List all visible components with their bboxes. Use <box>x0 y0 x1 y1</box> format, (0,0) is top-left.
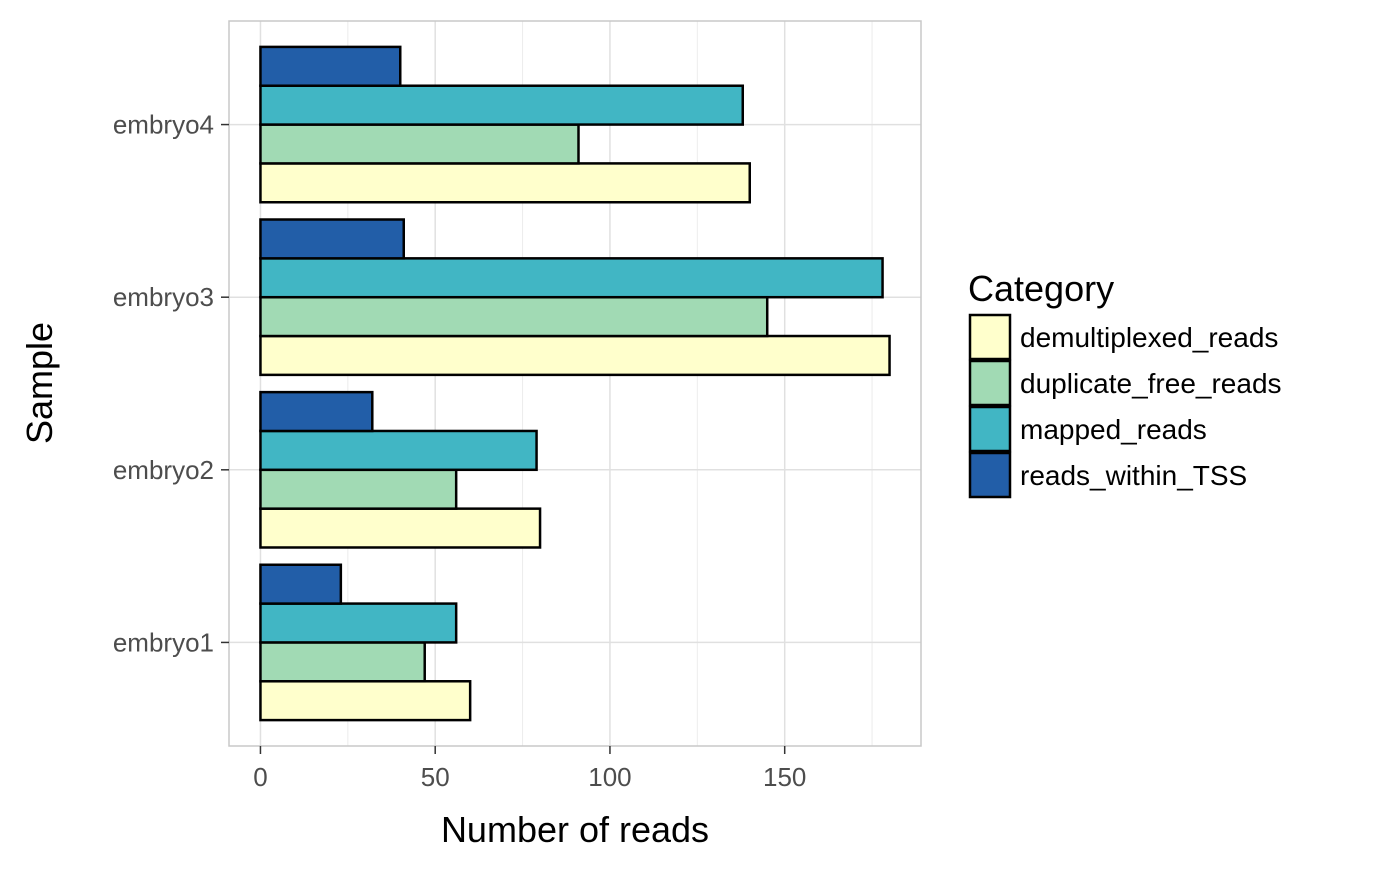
x-tick-label: 100 <box>588 762 631 792</box>
bar-embryo2-reads_within_TSS <box>259 390 374 433</box>
y-tick-label-embryo3: embryo3 <box>113 282 214 312</box>
x-axis-title: Number of reads <box>441 809 709 850</box>
bar-embryo2-duplicate_free_reads <box>259 468 458 510</box>
y-tick-label-embryo1: embryo1 <box>113 627 214 657</box>
legend-key-duplicate_free_reads <box>968 359 1012 407</box>
legend-key-mapped_reads <box>968 405 1012 453</box>
legend-label-reads_within_TSS: reads_within_TSS <box>1020 460 1247 491</box>
bar-embryo1-reads_within_TSS <box>259 563 343 605</box>
y-tick-label-embryo2: embryo2 <box>113 455 214 485</box>
legend-label-mapped_reads: mapped_reads <box>1020 414 1207 445</box>
bar-embryo4-mapped_reads <box>259 84 745 126</box>
bar-embryo1-mapped_reads <box>259 602 458 644</box>
y-axis: embryo1 embryo2 embryo3 embryo4 <box>113 110 229 657</box>
legend-key-demultiplexed_reads <box>968 313 1012 361</box>
bar-embryo2-mapped_reads <box>259 429 538 472</box>
legend-key-reads_within_TSS <box>968 451 1012 499</box>
x-tick-label: 0 <box>253 762 267 792</box>
bar-embryo4-reads_within_TSS <box>259 45 402 87</box>
plot-border <box>228 20 922 747</box>
legend: Category demultiplexed_reads duplicate_fr… <box>968 268 1282 499</box>
bars <box>259 45 891 722</box>
bar-embryo1-demultiplexed_reads <box>259 680 472 722</box>
x-axis: 0 50 100 150 <box>253 746 806 792</box>
legend-title: Category <box>968 268 1114 309</box>
x-tick-label: 50 <box>421 762 450 792</box>
bar-embryo1-duplicate_free_reads <box>259 641 426 683</box>
bar-embryo3-mapped_reads <box>259 257 884 299</box>
bar-embryo3-reads_within_TSS <box>259 218 405 260</box>
x-tick-label: 150 <box>763 762 806 792</box>
bar-embryo4-duplicate_free_reads <box>259 123 580 165</box>
bar-embryo2-demultiplexed_reads <box>259 507 542 549</box>
bar-embryo4-demultiplexed_reads <box>259 162 751 204</box>
legend-label-duplicate_free_reads: duplicate_free_reads <box>1020 368 1282 399</box>
bar-embryo3-demultiplexed_reads <box>259 334 891 377</box>
bar-embryo3-duplicate_free_reads <box>259 295 769 338</box>
y-tick-label-embryo4: embryo4 <box>113 110 214 140</box>
y-axis-title: Sample <box>19 322 60 444</box>
legend-label-demultiplexed_reads: demultiplexed_reads <box>1020 322 1278 353</box>
